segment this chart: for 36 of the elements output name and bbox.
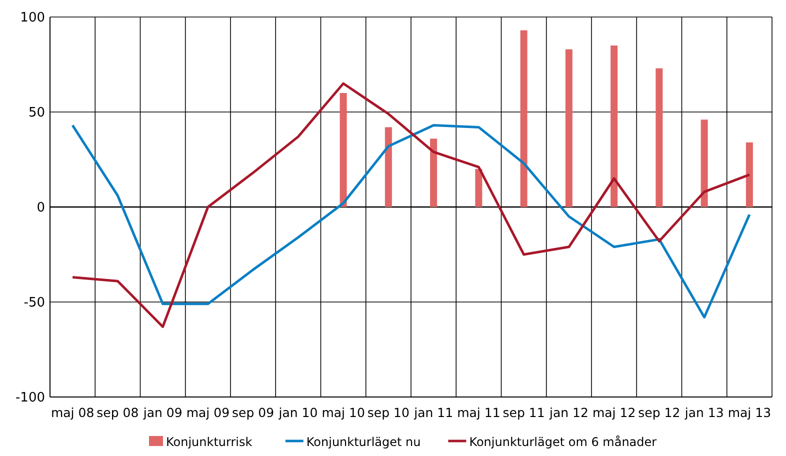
y-tick-label: 50	[28, 106, 45, 121]
x-tick-label: jan 11	[413, 405, 454, 420]
x-tick-label: jan 09	[142, 405, 182, 420]
line-series	[71, 124, 751, 318]
line-series	[71, 82, 751, 328]
bar	[656, 68, 663, 207]
bar	[520, 30, 528, 207]
y-tick-label: -50	[24, 296, 45, 311]
y-tick-label: 100	[20, 10, 45, 26]
x-tick-label: jan 12	[548, 405, 588, 420]
x-tick-label: maj 08	[50, 405, 94, 420]
bar	[610, 46, 618, 207]
legend-label: Konjunkturrisk	[166, 435, 252, 449]
legend-label: Konjunkturläget om 6 månader	[469, 435, 657, 449]
bar	[700, 120, 708, 207]
x-tick-label: sep 12	[638, 405, 680, 420]
x-tick-label: maj 13	[728, 405, 772, 420]
x-tick-label: maj 09	[186, 405, 230, 420]
legend-label: Konjunkturläget nu	[306, 435, 421, 449]
x-tick-label: sep 09	[232, 405, 274, 420]
bar	[430, 138, 438, 207]
x-tick-label: jan 10	[278, 405, 318, 420]
bar	[384, 127, 392, 207]
y-tick-label: 0	[36, 200, 45, 216]
y-tick-label: -100	[15, 390, 45, 406]
x-tick-label: sep 08	[96, 405, 139, 420]
x-tick-label: maj 12	[592, 405, 636, 420]
x-tick-label: maj 11	[457, 405, 500, 420]
x-tick-label: sep 10	[367, 405, 410, 420]
bar	[565, 49, 572, 207]
x-tick-label: jan 13	[684, 405, 724, 420]
bar	[746, 142, 753, 207]
bar	[340, 93, 347, 207]
bar	[475, 169, 482, 207]
x-tick-label: sep 11	[502, 405, 545, 420]
x-tick-label: maj 10	[322, 405, 365, 420]
